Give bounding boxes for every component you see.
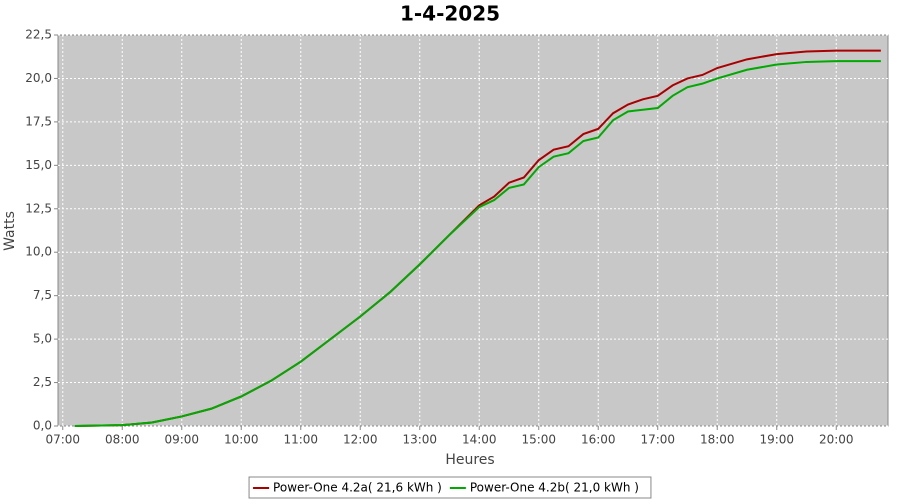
y-tick-label: 5,0 [33,332,52,346]
x-tick-label: 09:00 [164,433,199,447]
x-tick-label: 13:00 [402,433,437,447]
x-tick-label: 11:00 [283,433,318,447]
x-tick-label: 14:00 [462,433,497,447]
legend-text: Power-One 4.2a( 21,6 kWh ) [273,481,442,495]
x-tick-label: 10:00 [224,433,259,447]
y-tick-label: 20,0 [25,71,52,85]
y-tick-label: 2,5 [33,375,52,389]
x-tick-label: 12:00 [343,433,378,447]
series-line [74,60,881,427]
x-tick-label: 20:00 [819,433,854,447]
legend-text: Power-One 4.2b( 21,0 kWh ) [470,481,639,495]
y-tick-label: 17,5 [25,114,52,128]
y-tick-label: 0,0 [33,419,52,433]
x-tick-label: 07:00 [45,433,80,447]
x-axis-label: Heures [445,452,494,468]
chart-title: 1-4-2025 [400,2,500,26]
x-tick-label: 17:00 [640,433,675,447]
y-tick-label: 7,5 [33,288,52,302]
y-tick-label: 15,0 [25,158,52,172]
x-tick-label: 16:00 [581,433,616,447]
x-tick-label: 08:00 [105,433,140,447]
y-tick-label: 10,0 [25,245,52,259]
x-tick-label: 19:00 [759,433,794,447]
y-axis-label: Watts [2,211,18,251]
plot-area [57,34,889,427]
y-tick-label: 12,5 [25,201,52,215]
x-tick-label: 18:00 [700,433,735,447]
x-tick-label: 15:00 [521,433,556,447]
legend: Power-One 4.2a( 21,6 kWh ) Power-One 4.2b… [248,476,652,499]
y-tick-label: 22,5 [25,28,52,42]
